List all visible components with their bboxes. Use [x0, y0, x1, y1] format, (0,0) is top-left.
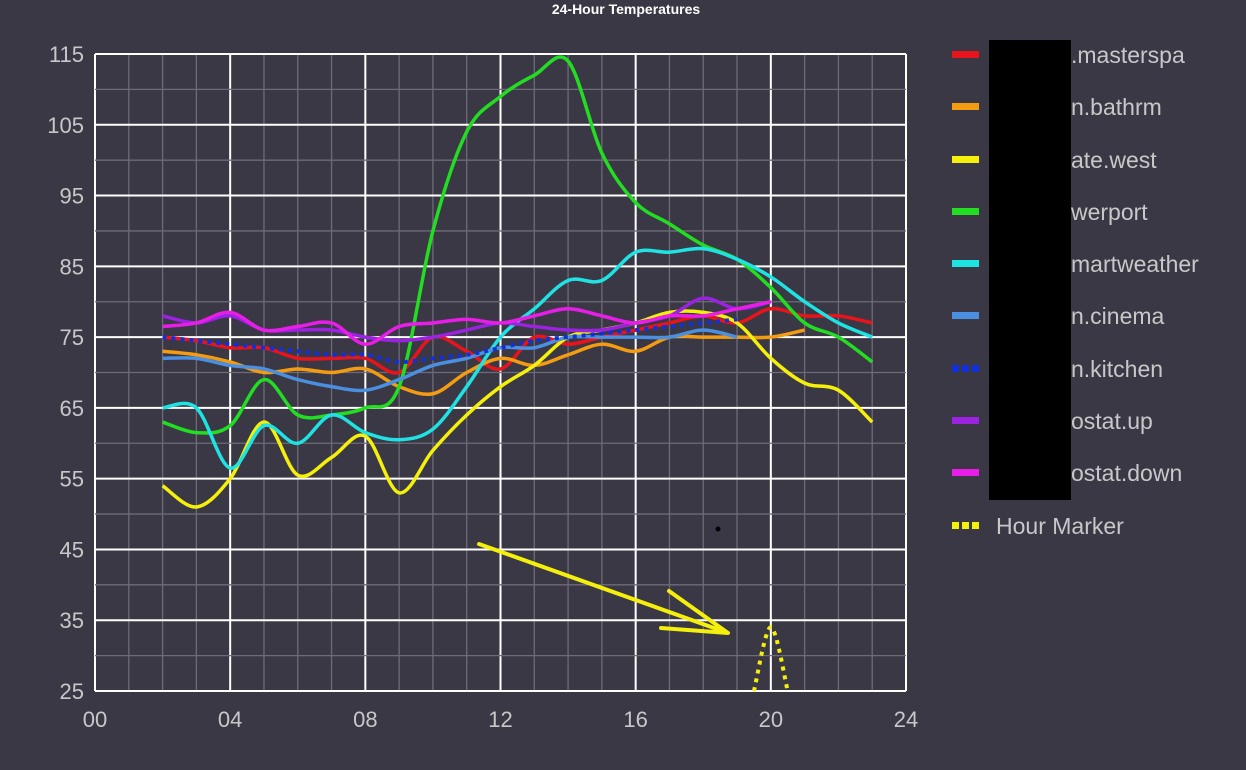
legend-label: martweather [1071, 251, 1199, 278]
y-tick-label: 25 [60, 679, 84, 704]
axis-ticks: 00 04 08 12 16 20 24 25 35 45 55 65 75 85 95 105 115 [47, 42, 918, 732]
series-line-9 [751, 625, 790, 692]
series-lines [161, 55, 874, 692]
series-line-5 [162, 328, 738, 393]
legend-label: n.cinema [1071, 303, 1165, 330]
legend-swatch [952, 260, 979, 268]
y-tick-label: 65 [60, 396, 84, 421]
series-line-6 [162, 317, 738, 364]
legend-label: .masterspa [1071, 42, 1185, 68]
y-tick-label: 85 [60, 254, 84, 279]
x-tick-label: 20 [759, 707, 783, 732]
grid [94, 53, 907, 692]
dot-mark [715, 526, 721, 532]
legend-swatch [952, 51, 979, 58]
legend-label: Hour Marker [996, 512, 1124, 539]
legend-swatch [952, 364, 979, 372]
legend-label: n.kitchen [1071, 355, 1164, 382]
y-tick-label: 55 [60, 467, 84, 492]
y-tick-label: 95 [60, 184, 84, 209]
y-tick-label: 115 [49, 42, 84, 67]
series-line-0 [162, 306, 873, 375]
chart-title: 24-Hour Temperatures [551, 1, 701, 17]
series-line-3 [162, 55, 874, 435]
series-line-8 [162, 300, 772, 346]
y-tick-label: 35 [60, 608, 84, 633]
y-tick-label: 105 [47, 113, 84, 138]
legend-swatch [952, 155, 979, 163]
y-tick-label: 75 [60, 325, 84, 350]
x-tick-label: 16 [623, 707, 647, 732]
legend-swatch [952, 207, 979, 215]
legend-label: n.bathrm [1071, 94, 1162, 121]
annotation-arrow [477, 526, 730, 635]
legend-label: ate.west [1071, 146, 1157, 173]
redaction-box [989, 40, 1071, 500]
x-tick-label: 04 [218, 707, 242, 732]
x-tick-label: 00 [83, 707, 107, 732]
x-tick-label: 08 [353, 707, 377, 732]
legend-swatch [952, 417, 979, 425]
legend-label: ostat.down [1071, 460, 1183, 487]
legend-swatch [952, 469, 979, 477]
legend-swatch [952, 521, 979, 529]
x-tick-label: 24 [894, 707, 918, 732]
legend-label: werport [1071, 198, 1148, 225]
y-tick-label: 45 [60, 537, 84, 562]
arrow-annotation [477, 542, 730, 635]
legend-swatch [952, 312, 979, 320]
legend-label: ostat.up [1071, 408, 1153, 435]
legend-swatch [952, 103, 979, 111]
x-tick-label: 12 [488, 707, 512, 732]
series-line-2 [161, 309, 874, 509]
